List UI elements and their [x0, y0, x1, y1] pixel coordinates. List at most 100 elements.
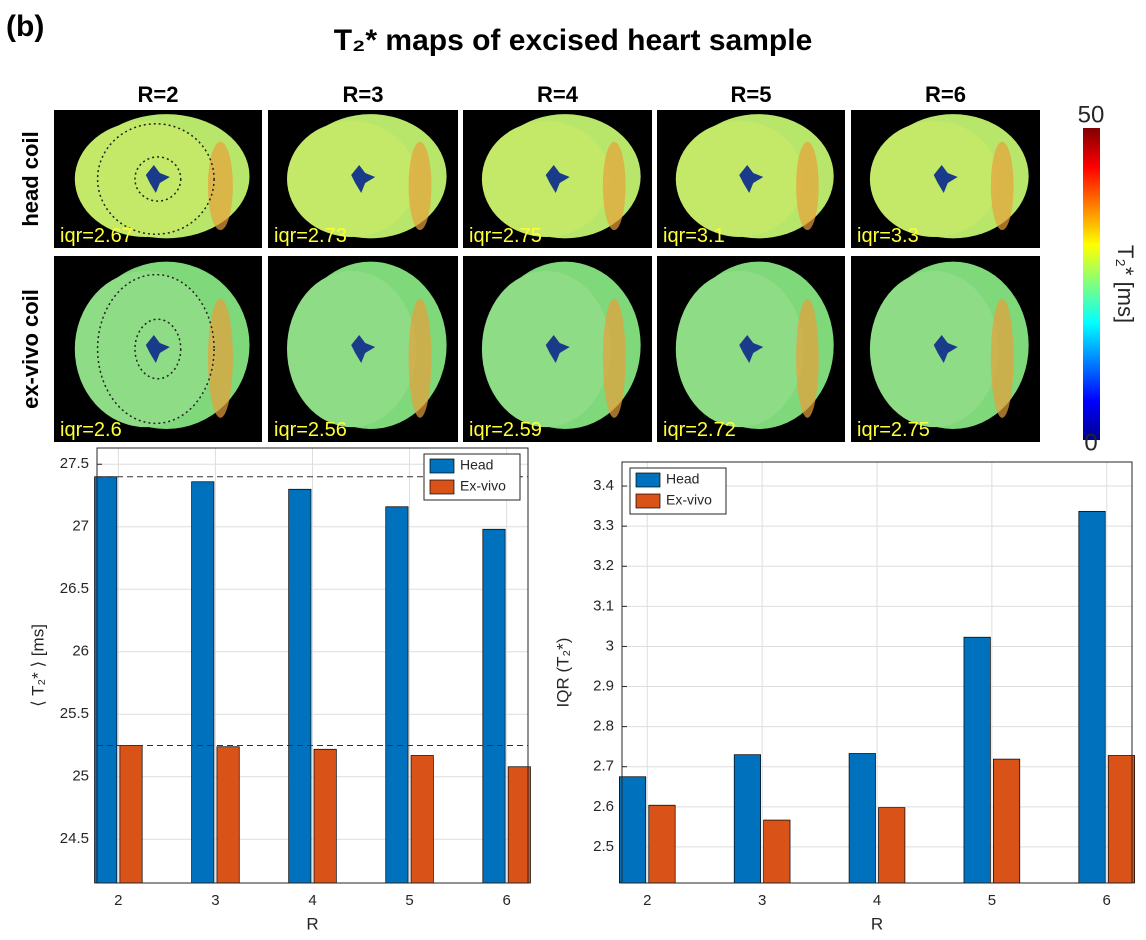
cavity: [739, 165, 764, 193]
rv-edge: [796, 141, 819, 231]
x-tick-label: 6: [1103, 892, 1111, 909]
y-tick-label: 3.2: [593, 557, 614, 574]
bar: [963, 636, 991, 884]
y-tick-label: 26: [72, 643, 89, 660]
y-tick-label: 3.4: [593, 477, 614, 494]
axes-box: [621, 461, 1133, 884]
rv-edge: [602, 298, 626, 418]
bar: [507, 766, 531, 884]
y-tick-label: 2.6: [593, 798, 614, 815]
heart-wall: [869, 121, 999, 237]
bar: [410, 755, 434, 884]
iqr-label: iqr=2.67: [60, 225, 133, 247]
roi-inner: [134, 318, 182, 380]
cavity: [351, 335, 376, 363]
iqr-label: iqr=2.72: [663, 419, 736, 441]
heart-wall: [481, 121, 611, 237]
bar: [848, 753, 876, 884]
x-tick-label: 4: [873, 892, 881, 909]
rv-edge: [408, 298, 432, 418]
iqr-label: iqr=3.3: [857, 225, 919, 247]
cavity: [545, 335, 570, 363]
iqr-label: iqr=2.73: [274, 225, 347, 247]
x-tick-label: 6: [502, 892, 510, 909]
colorbar-max: 50: [1078, 101, 1105, 128]
x-tick-label: 3: [758, 892, 766, 909]
bar: [763, 819, 791, 884]
x-tick-label: 2: [643, 892, 651, 909]
rv-edge: [207, 141, 233, 231]
axes-box: [96, 447, 529, 884]
y-axis-label: IQR (T₂*): [553, 638, 572, 708]
legend-swatch: [429, 479, 455, 495]
panel-label: (b): [6, 10, 44, 43]
legend-swatch: [635, 472, 661, 488]
x-tick-label: 4: [308, 892, 316, 909]
heart-wall: [287, 270, 417, 428]
bar: [1107, 755, 1135, 884]
y-tick-label: 2.8: [593, 718, 614, 735]
rv-edge: [990, 141, 1014, 231]
iqr-label: iqr=2.6: [60, 419, 122, 441]
column-label: R=5: [731, 82, 772, 107]
heart-wall: [74, 121, 217, 237]
y-tick-label: 2.9: [593, 678, 614, 695]
heart-wall: [675, 121, 804, 237]
legend-label: Head: [666, 471, 699, 487]
map-grid: R=2 R=3 R=4 R=5 R=6 head coil iqr=2.67 iqr=2.73…: [18, 82, 1040, 442]
figure-title: T₂* maps of excised heart sample: [334, 24, 813, 57]
x-axis-label: R: [306, 914, 318, 933]
bar: [385, 506, 409, 884]
rv-edge: [990, 298, 1014, 418]
x-tick-label: 5: [405, 892, 413, 909]
bar: [288, 488, 312, 884]
heart-wall: [481, 270, 611, 428]
y-tick-label: 26.5: [60, 580, 89, 597]
column-label: R=3: [343, 82, 384, 107]
row-label: ex-vivo coil: [18, 289, 43, 409]
legend-label: Head: [460, 457, 493, 473]
bar: [993, 758, 1021, 884]
y-tick-label: 25.5: [60, 705, 89, 722]
y-tick-label: 24.5: [60, 830, 89, 847]
legend-label: Ex-vivo: [666, 492, 712, 508]
heart-wall: [74, 270, 217, 428]
cavity: [351, 165, 376, 193]
cavity: [145, 335, 170, 363]
bar: [191, 481, 215, 884]
cavity: [933, 165, 958, 193]
column-label: R=2: [138, 82, 179, 107]
y-tick-label: 27.5: [60, 455, 89, 472]
heart-wall: [675, 270, 804, 428]
cavity: [739, 335, 764, 363]
cavity: [545, 165, 570, 193]
y-tick-label: 3.3: [593, 517, 614, 534]
bar: [878, 807, 906, 884]
iqr-label: iqr=2.59: [469, 419, 542, 441]
y-axis-label: ⟨ T₂* ⟩ [ms]: [28, 624, 47, 707]
rv-edge: [602, 141, 626, 231]
legend-swatch: [635, 493, 661, 509]
y-tick-label: 27: [72, 518, 89, 535]
y-tick-label: 2.7: [593, 758, 614, 775]
x-tick-label: 2: [114, 892, 122, 909]
heart-wall: [869, 270, 999, 428]
x-tick-label: 3: [211, 892, 219, 909]
bar: [216, 746, 240, 884]
iqr-label: iqr=2.75: [469, 225, 542, 247]
legend-swatch: [429, 458, 455, 474]
y-tick-label: 3.1: [593, 597, 614, 614]
column-label: R=4: [537, 82, 579, 107]
roi-outer: [96, 123, 215, 235]
colorbar-min: 0: [1084, 429, 1097, 456]
iqr-label: iqr=2.75: [857, 419, 930, 441]
legend-label: Ex-vivo: [460, 478, 506, 494]
iqr-label: iqr=2.56: [274, 419, 347, 441]
colorbar: [1083, 128, 1100, 440]
column-label: R=6: [925, 82, 966, 107]
bar: [119, 745, 143, 884]
y-tick-label: 2.5: [593, 838, 614, 855]
bar: [94, 476, 118, 884]
rv-edge: [408, 141, 432, 231]
